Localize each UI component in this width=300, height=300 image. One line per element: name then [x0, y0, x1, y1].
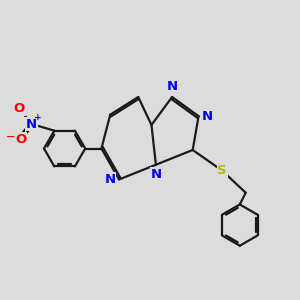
Text: +: + — [34, 113, 42, 122]
Text: O: O — [15, 133, 26, 146]
Text: −: − — [6, 132, 15, 142]
Text: N: N — [26, 118, 37, 130]
Text: N: N — [167, 80, 178, 94]
Text: N: N — [202, 110, 213, 123]
Text: O: O — [14, 102, 25, 115]
Text: N: N — [104, 173, 116, 186]
Text: S: S — [217, 164, 227, 177]
Text: N: N — [150, 168, 161, 181]
